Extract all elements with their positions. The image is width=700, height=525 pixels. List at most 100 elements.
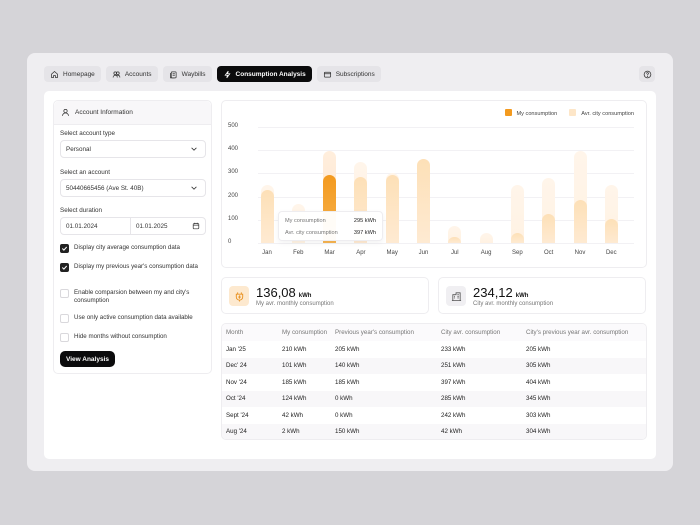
table-row: Jan '25 210 kWh 205 kWh 233 kWh 205 kWh xyxy=(222,341,646,358)
account-label: Select an account xyxy=(60,169,111,176)
x-axis-tick: Apr xyxy=(356,250,366,256)
tab-consumption-analysis[interactable]: Consumption Analysis xyxy=(216,66,312,82)
y-axis-tick: 100 xyxy=(228,215,239,222)
stat-unit: kWh xyxy=(515,293,529,299)
option-hide-empty-months[interactable]: Hide months without consumption xyxy=(60,333,206,342)
tooltip-label: My consumption xyxy=(285,218,326,224)
grid-line xyxy=(258,219,634,221)
column-header: Month xyxy=(226,328,244,336)
panel-title: Account Information xyxy=(75,109,133,116)
table-cell: 124 kWh xyxy=(282,395,307,403)
bar-city-sep[interactable] xyxy=(510,185,524,243)
option-label: Display city average consumption data xyxy=(74,244,180,251)
checkbox-unchecked[interactable] xyxy=(60,333,69,342)
tab-label: Homepage xyxy=(63,70,95,78)
x-axis-tick: Jul xyxy=(450,250,459,256)
table-cell: 0 kWh xyxy=(335,395,353,403)
y-axis-tick: 400 xyxy=(228,146,239,153)
building-icon xyxy=(451,291,461,301)
city-avg-stat-card: 234,12 kWh City avr. monthly consumption xyxy=(438,277,646,314)
tab-label: Subscriptions xyxy=(335,70,375,78)
x-axis-tick: Jan xyxy=(262,250,272,256)
calendar-icon[interactable] xyxy=(192,222,200,230)
checkbox-checked[interactable] xyxy=(60,263,69,272)
bar-mine-jun[interactable] xyxy=(417,159,430,243)
column-header: Previous year's consumption xyxy=(335,328,414,336)
option-city-average[interactable]: Display city average consumption data xyxy=(60,244,206,253)
consumption-chart: My consumption Avr. city consumption 0 10… xyxy=(221,100,647,268)
account-select[interactable]: 50440665456 (Ave St. 40B) xyxy=(60,179,206,197)
view-analysis-button[interactable]: View Analysis xyxy=(60,351,115,367)
table-cell: Nov '24 xyxy=(226,378,247,386)
x-axis-tick: Oct xyxy=(544,250,554,256)
bar-mine-sep[interactable] xyxy=(510,232,524,243)
option-label: Enable comparsion between my and city's … xyxy=(74,289,190,304)
date-from-input[interactable]: 01.01.2024 xyxy=(61,218,130,234)
check-icon xyxy=(61,246,68,251)
table-cell: 305 kWh xyxy=(526,362,551,370)
bar-mine-dec[interactable] xyxy=(604,218,618,243)
panel-header: Account Information xyxy=(54,101,211,125)
bar-mine-may[interactable] xyxy=(385,174,399,243)
tooltip-value: 397 kWh xyxy=(353,230,376,236)
bar-mine-jan[interactable] xyxy=(260,189,274,243)
checkbox-checked[interactable] xyxy=(60,244,69,253)
bar-mine-oct[interactable] xyxy=(542,214,556,243)
bar-city-aug[interactable] xyxy=(479,232,493,243)
tooltip-row: Avr. city consumption 397 kWh xyxy=(285,230,376,236)
option-enable-comparison[interactable]: Enable comparsion between my and city's … xyxy=(60,289,206,305)
account-type-select[interactable]: Personal xyxy=(60,140,206,158)
table-row: Nov '24 185 kWh 185 kWh 397 kWh 404 kWh xyxy=(222,374,646,391)
tab-waybills[interactable]: Waybills xyxy=(162,66,212,82)
tab-homepage[interactable]: Homepage xyxy=(44,66,101,82)
account-value: 50440665456 (Ave St. 40B) xyxy=(66,184,144,192)
tab-subscriptions[interactable]: Subscriptions xyxy=(316,66,381,82)
user-icon xyxy=(62,108,69,116)
checkbox-unchecked[interactable] xyxy=(60,314,69,323)
my-avg-stat-card: 136,08 kWh My avr. monthly consumption xyxy=(221,277,429,314)
table-cell: 345 kWh xyxy=(526,395,551,403)
consumption-table: Month My consumption Previous year's consu… xyxy=(221,323,647,440)
table-cell: 185 kWh xyxy=(335,378,360,386)
chart-tooltip: My consumption 295 kWh Avr. city consumpt… xyxy=(278,211,383,241)
table-cell: 140 kWh xyxy=(335,362,360,370)
home-icon xyxy=(51,70,58,78)
stat-icon-box xyxy=(229,286,249,306)
date-to-input[interactable]: 01.01.2025 xyxy=(130,218,205,234)
bar-mine-nov[interactable] xyxy=(573,200,587,243)
checkbox-unchecked[interactable] xyxy=(60,289,69,298)
table-row: Oct '24 124 kWh 0 kWh 285 kWh 345 kWh xyxy=(222,390,646,407)
legend-item-city: Avr. city consumption xyxy=(569,109,634,117)
stat-number: 234,12 xyxy=(473,285,513,300)
table-cell: 233 kWh xyxy=(441,345,466,353)
stat-label: My avr. monthly consumption xyxy=(256,301,334,307)
grid-line xyxy=(258,243,634,244)
y-axis-tick: 200 xyxy=(228,192,239,199)
table-cell: 210 kWh xyxy=(282,345,307,353)
table-cell: 242 kWh xyxy=(441,411,466,419)
stat-unit: kWh xyxy=(298,293,312,299)
y-axis-tick: 0 xyxy=(228,239,232,245)
legend-label: Avr. city consumption xyxy=(581,111,634,117)
table-cell: 205 kWh xyxy=(335,345,360,353)
option-label: Display my previous year's consumption d… xyxy=(74,263,198,270)
help-button[interactable] xyxy=(639,66,655,82)
table-cell: 397 kWh xyxy=(441,378,466,386)
x-axis-tick: Feb xyxy=(293,250,304,256)
table-header: Month My consumption Previous year's consu… xyxy=(222,324,646,341)
chart-legend: My consumption Avr. city consumption xyxy=(504,109,634,117)
table-cell: 205 kWh xyxy=(526,345,551,353)
tab-accounts[interactable]: Accounts xyxy=(105,66,158,82)
table-cell: 42 kWh xyxy=(282,411,303,419)
check-icon xyxy=(61,265,68,270)
grid-line xyxy=(258,173,634,175)
tooltip-row: My consumption 295 kWh xyxy=(285,218,376,224)
option-active-only[interactable]: Use only active consumption data availab… xyxy=(60,314,206,323)
table-row: Dec' 24 101 kWh 140 kWh 251 kWh 305 kWh xyxy=(222,357,646,374)
table-cell: 150 kWh xyxy=(335,428,360,436)
legend-label: My consumption xyxy=(516,111,558,117)
option-previous-year[interactable]: Display my previous year's consumption d… xyxy=(60,263,206,272)
stat-number: 136,08 xyxy=(256,285,296,300)
document-icon xyxy=(169,71,177,78)
bar-mine-jul[interactable] xyxy=(448,237,462,243)
